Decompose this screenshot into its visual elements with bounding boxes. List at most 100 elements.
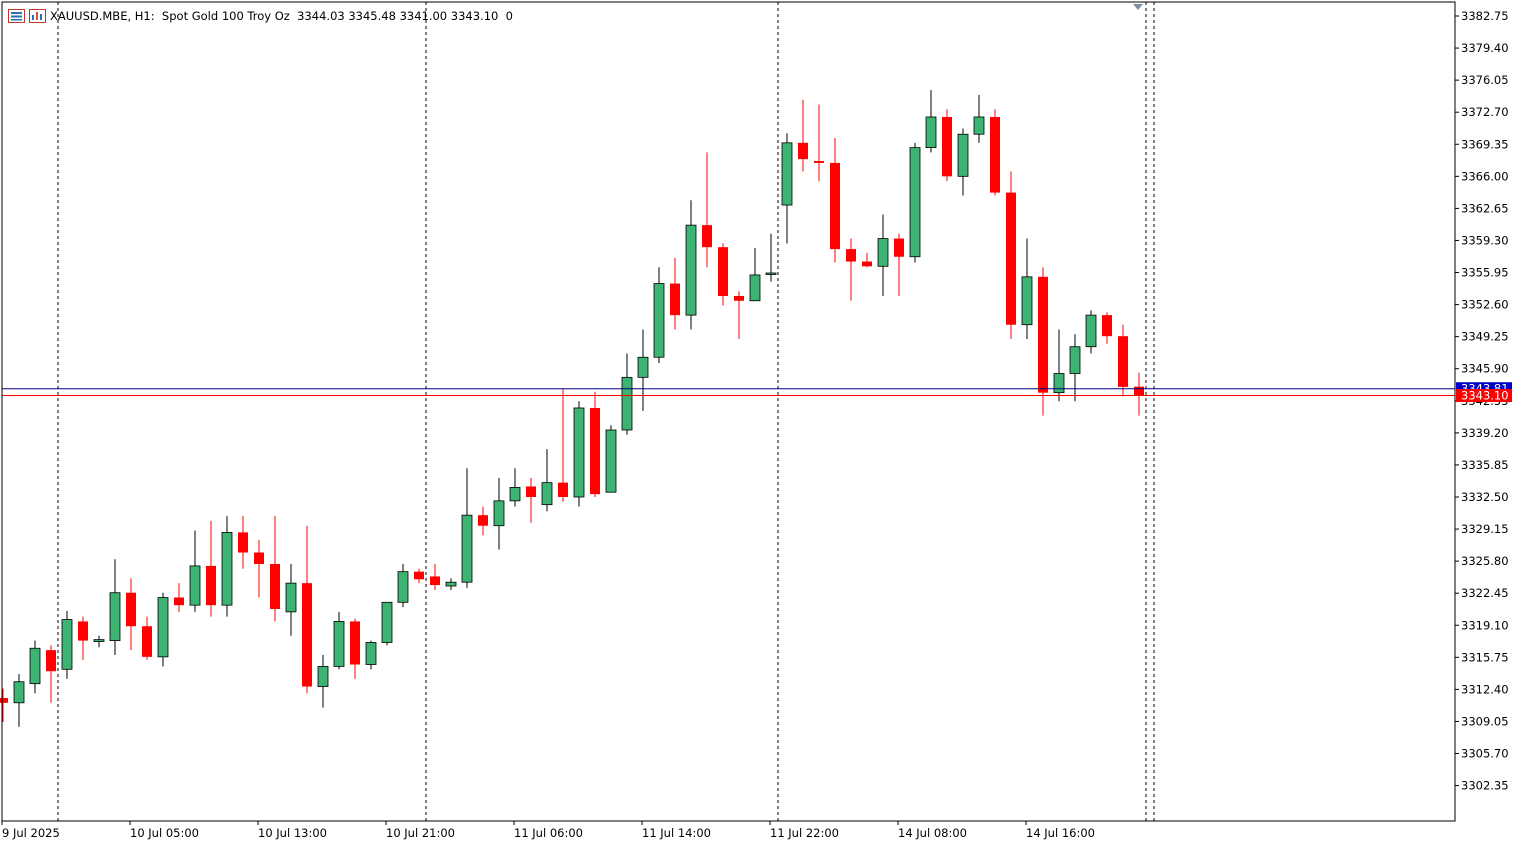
menu-list-icon[interactable] <box>8 9 25 23</box>
shift-marker-icon[interactable] <box>1133 4 1143 10</box>
candle-body <box>558 482 568 497</box>
candle-body <box>1053 373 1065 394</box>
candle <box>1134 372 1144 416</box>
candle <box>558 388 568 502</box>
candle <box>157 592 169 667</box>
candle <box>1069 334 1081 402</box>
candle <box>126 578 136 651</box>
candle <box>0 688 8 722</box>
candle <box>1102 312 1112 344</box>
y-tick-label: 3332.50 <box>1461 490 1509 504</box>
y-tick-label: 3369.35 <box>1461 137 1509 151</box>
candle <box>1021 238 1033 340</box>
candle <box>61 610 73 679</box>
candle <box>509 468 521 507</box>
x-tick-label: 11 Jul 06:00 <box>514 826 583 840</box>
candle-body <box>254 552 264 565</box>
candle <box>830 138 840 263</box>
candle <box>590 391 600 497</box>
chart-window-icon[interactable] <box>29 9 46 23</box>
candle-body <box>317 666 329 687</box>
candle <box>461 468 473 588</box>
y-tick-label: 3312.40 <box>1461 682 1509 696</box>
y-tick-label: 3349.25 <box>1461 330 1509 344</box>
candle-body <box>798 142 808 160</box>
candle-body <box>942 116 952 177</box>
candle <box>605 425 617 493</box>
candle <box>541 449 553 512</box>
candle <box>798 99 808 172</box>
candle <box>365 640 377 670</box>
candle-body <box>221 532 233 606</box>
candle-body <box>653 283 665 358</box>
candle <box>78 616 88 660</box>
candle <box>877 214 889 296</box>
candle-body <box>590 407 600 495</box>
candle <box>621 353 633 435</box>
candle <box>13 674 25 727</box>
candle-body <box>461 514 473 583</box>
candle <box>1006 171 1016 340</box>
candle-body <box>830 162 840 250</box>
candle-body <box>142 626 152 657</box>
candle <box>734 291 744 340</box>
candle-body <box>381 601 393 643</box>
candle-body <box>189 565 201 606</box>
candle-body <box>749 274 761 302</box>
candle-body <box>238 532 248 553</box>
candle <box>846 238 856 301</box>
candle-body <box>670 283 680 316</box>
y-tick-label: 3335.85 <box>1461 458 1509 472</box>
x-tick-label: 9 Jul 2025 <box>2 826 60 840</box>
candle-body <box>29 647 41 685</box>
candle-body <box>1006 192 1016 325</box>
candle-body <box>637 356 649 378</box>
y-tick-label: 3302.35 <box>1461 779 1509 793</box>
y-tick-label: 3319.10 <box>1461 618 1509 632</box>
candle-body <box>1118 336 1128 387</box>
candle <box>925 90 937 153</box>
candle-body <box>862 261 872 267</box>
y-tick-label: 3325.80 <box>1461 554 1509 568</box>
candle-body <box>414 571 424 580</box>
chart-header: XAUUSD.MBE, H1: Spot Gold 100 Troy Oz 33… <box>8 6 513 26</box>
candle <box>973 94 985 143</box>
y-tick-label: 3305.70 <box>1461 747 1509 761</box>
candle <box>238 516 248 569</box>
candle <box>397 564 409 608</box>
candle-body <box>478 515 488 526</box>
candle <box>1053 329 1065 402</box>
candle <box>206 520 216 617</box>
x-tick-label: 14 Jul 08:00 <box>898 826 967 840</box>
candle-body <box>877 238 889 267</box>
candle <box>493 477 505 550</box>
candle-body <box>174 597 184 606</box>
candle <box>270 516 280 622</box>
y-tick-label: 3382.75 <box>1461 9 1509 23</box>
candle <box>317 654 329 708</box>
candle <box>221 516 233 617</box>
candle-body <box>734 295 744 301</box>
price-lines <box>2 388 1455 397</box>
candle <box>445 578 457 590</box>
candle <box>46 645 56 703</box>
bid-price-label-bg <box>1456 389 1512 403</box>
candle <box>749 248 761 302</box>
candle <box>109 559 121 655</box>
candle <box>990 109 1000 196</box>
candle <box>670 257 680 330</box>
candle-body <box>13 681 25 704</box>
candle-body <box>541 482 553 506</box>
price-axis[interactable]: 3382.75 3379.40 3376.05 3372.70 3369.35 3366.… <box>1455 9 1509 793</box>
candle <box>781 133 793 244</box>
time-axis[interactable]: 9 Jul 2025 10 Jul 05:00 10 Jul 13:00 10 Jul… <box>1 821 1095 840</box>
candle-body <box>61 619 73 670</box>
candle-body <box>573 407 585 498</box>
candle-body <box>781 142 793 206</box>
symbol-description: XAUUSD.MBE, H1: Spot Gold 100 Troy Oz <box>50 9 290 23</box>
candle-body <box>1069 346 1081 374</box>
candle-body <box>1085 314 1097 348</box>
candle <box>637 329 649 411</box>
